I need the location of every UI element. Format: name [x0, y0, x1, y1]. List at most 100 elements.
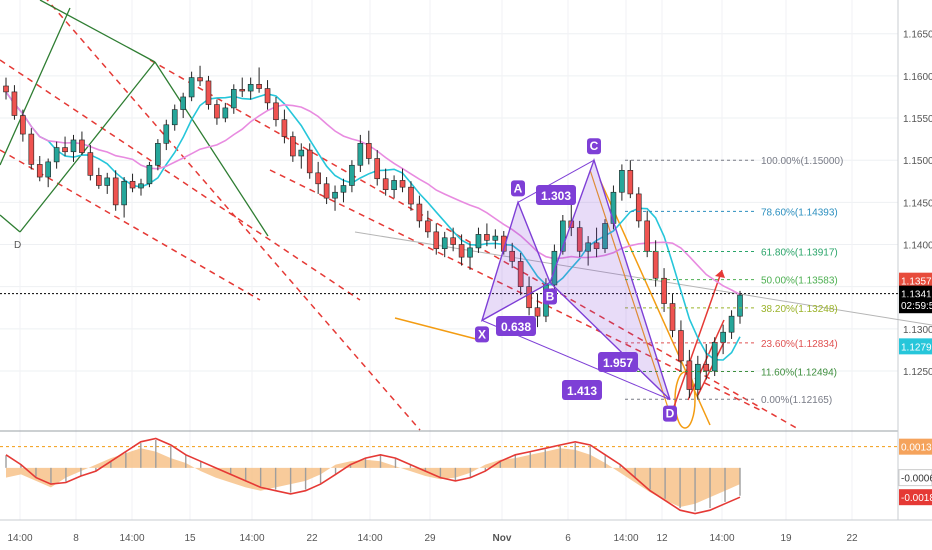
candle-body [678, 330, 684, 362]
candle-body [374, 158, 381, 180]
candle-body [695, 363, 701, 390]
moving-averages [5, 91, 741, 361]
candle-body [534, 307, 541, 317]
pattern-point-label: D [666, 407, 675, 421]
candle [205, 75, 212, 110]
candle-body [112, 177, 119, 206]
candle [467, 242, 473, 270]
time-tick-label: Nov [493, 533, 512, 544]
fib-level-label: 50.00%(1.13583) [761, 276, 838, 287]
candle [534, 293, 541, 328]
candle-body [281, 119, 288, 137]
candle [298, 143, 305, 169]
price-badge-label: 02:59:52 [901, 301, 932, 312]
candle-body [171, 109, 178, 126]
candle-body [96, 175, 102, 186]
pattern-point-badge [511, 180, 525, 197]
zigzag-line [0, 214, 21, 233]
candle [79, 131, 85, 156]
candle-body [87, 152, 94, 176]
pattern-ratio-badge [536, 185, 576, 205]
price-badge [899, 338, 932, 355]
candle-body [315, 172, 321, 185]
candle [686, 349, 693, 398]
candle [155, 139, 161, 171]
candle [53, 141, 60, 169]
candle-body [298, 149, 305, 157]
candle [374, 150, 381, 186]
candle-body [661, 277, 667, 304]
price-tick-label: 1.15500 [903, 114, 932, 125]
candle [87, 145, 94, 181]
candle-body [703, 363, 710, 372]
candle [441, 231, 448, 258]
candle-body [492, 235, 499, 241]
candle-body [737, 294, 743, 317]
candle-body [28, 133, 35, 165]
pattern-ratio-line [517, 159, 595, 203]
candle [180, 92, 186, 119]
pattern-ratio-badge [598, 352, 638, 372]
candle-body [129, 180, 136, 189]
candle-body [602, 223, 608, 250]
orange-line [589, 169, 673, 421]
pattern-ratio-badge [562, 380, 602, 400]
arrow-head [715, 270, 725, 278]
candle-body [230, 89, 237, 109]
candle [408, 181, 414, 211]
candle-body [408, 186, 414, 205]
time-tick-label: 8 [73, 533, 79, 544]
candle [146, 161, 153, 188]
candle [315, 161, 321, 194]
candle [644, 210, 650, 258]
candle-body [720, 331, 726, 343]
candle-body [627, 170, 634, 195]
pattern-point-badge [587, 138, 601, 155]
channel-line [46, 0, 421, 431]
candle [635, 187, 642, 228]
candle-body [619, 170, 625, 193]
candle [214, 99, 220, 125]
projection-arrow [697, 339, 726, 396]
ma-fast-line [5, 91, 741, 361]
candle-body [357, 143, 364, 166]
candle-body [526, 286, 532, 309]
pattern-point-label: X [478, 327, 486, 341]
candle [492, 229, 499, 249]
time-tick-label: 14:00 [119, 533, 144, 544]
fib-level-label: 0.00%(1.12165) [761, 395, 832, 406]
pattern-point-badge [543, 288, 557, 305]
time-tick-label: 14:00 [357, 533, 382, 544]
candle [247, 77, 254, 100]
candle-body [3, 85, 9, 93]
candle [357, 134, 364, 172]
fib-level-label: 78.60%(1.14393) [761, 207, 838, 218]
osc-badge-label: -0.0006 [901, 474, 932, 485]
candle-body [433, 231, 440, 250]
candle-body [399, 180, 406, 188]
candle-body [273, 102, 279, 121]
candle [728, 310, 735, 339]
candle-body [138, 183, 144, 189]
candle [627, 160, 634, 199]
candle-body [509, 250, 516, 262]
candle [576, 220, 583, 258]
fib-level-label: 11.60%(1.12494) [761, 367, 837, 378]
candle-body [222, 107, 229, 119]
projection-arrow [669, 269, 723, 419]
price-badge-label: 1.12792 [901, 342, 932, 353]
candle-body [264, 88, 271, 104]
time-tick-label: 22 [306, 533, 318, 544]
price-tick-label: 1.16000 [903, 72, 932, 83]
channel-line [269, 169, 761, 411]
channel-lines: D [0, 0, 932, 431]
candle-body [560, 220, 566, 252]
candle [171, 104, 178, 131]
earlier-d-label: D [14, 240, 21, 251]
candle [593, 227, 600, 258]
pattern-ratio-badge [496, 316, 536, 336]
candle [281, 109, 288, 144]
candle-body [576, 227, 583, 252]
pattern-ratio-label: 1.957 [603, 356, 633, 370]
